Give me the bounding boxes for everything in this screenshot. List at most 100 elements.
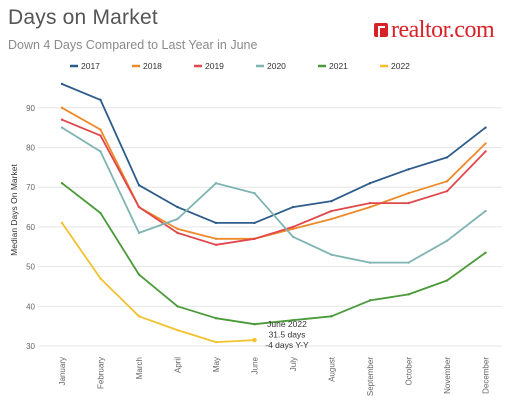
x-axis: January February March April May June July Augu… bbox=[58, 356, 491, 396]
data-point-2020 bbox=[253, 191, 256, 195]
data-point-2018 bbox=[445, 180, 449, 183]
series-line-2021 bbox=[61, 182, 487, 326]
data-point-2018 bbox=[176, 227, 179, 231]
data-point-2017 bbox=[214, 221, 218, 225]
series-line-2017 bbox=[61, 83, 487, 224]
house-icon bbox=[374, 23, 388, 37]
data-point-2022 bbox=[176, 328, 179, 332]
data-point-2020 bbox=[445, 239, 449, 243]
data-point-2022 bbox=[214, 340, 218, 344]
data-point-2019 bbox=[214, 243, 218, 246]
chart-subtitle: Down 4 Days Compared to Last Year in Jun… bbox=[8, 38, 258, 52]
data-point-2017 bbox=[445, 156, 449, 159]
annotation-marker bbox=[252, 337, 257, 343]
x-tick-label: February bbox=[97, 357, 106, 389]
data-point-2019 bbox=[330, 209, 333, 213]
data-point-2018 bbox=[99, 128, 102, 131]
data-point-2020 bbox=[368, 261, 372, 264]
y-tick-label: 30 bbox=[26, 342, 35, 351]
data-point-2021 bbox=[330, 315, 333, 318]
legend-label-2019: 2019 bbox=[205, 61, 224, 71]
data-point-2022 bbox=[99, 277, 102, 280]
realtor-logo: realtor.com bbox=[374, 18, 495, 42]
x-tick-label: July bbox=[289, 357, 298, 371]
data-point-2022 bbox=[60, 221, 64, 225]
data-point-2019 bbox=[253, 237, 256, 241]
legend-label-2017: 2017 bbox=[81, 61, 100, 71]
legend: 2017 2018 2019 2020 2021 2022 bbox=[70, 61, 410, 71]
data-point-2020 bbox=[484, 209, 487, 213]
y-tick-label: 70 bbox=[26, 183, 35, 192]
series-lines bbox=[60, 82, 487, 344]
y-tick-label: 80 bbox=[26, 144, 35, 153]
gridlines bbox=[38, 107, 502, 347]
y-tick-label: 50 bbox=[26, 263, 35, 272]
x-tick-label: December bbox=[482, 357, 491, 394]
data-point-2017 bbox=[407, 168, 410, 171]
data-point-2019 bbox=[445, 189, 449, 193]
data-point-2022 bbox=[137, 315, 141, 318]
y-tick-label: 90 bbox=[26, 104, 35, 113]
data-point-2018 bbox=[484, 142, 487, 145]
data-point-2018 bbox=[291, 227, 295, 231]
data-point-2021 bbox=[445, 279, 449, 282]
data-point-2019 bbox=[291, 225, 295, 229]
y-tick-label: 60 bbox=[26, 223, 35, 232]
data-point-2017 bbox=[253, 221, 256, 225]
data-point-2021 bbox=[291, 319, 295, 322]
data-point-2020 bbox=[407, 261, 410, 264]
data-point-2020 bbox=[99, 150, 102, 153]
data-point-2019 bbox=[407, 201, 410, 205]
data-point-2021 bbox=[484, 251, 487, 254]
y-axis-label: Median Days On Market bbox=[9, 164, 19, 256]
data-point-2017 bbox=[99, 98, 102, 102]
legend-label-2018: 2018 bbox=[143, 61, 162, 71]
data-point-2017 bbox=[137, 184, 141, 187]
annotation-text: -4 days Y-Y bbox=[265, 340, 309, 350]
data-point-2017 bbox=[368, 182, 372, 185]
data-point-2019 bbox=[99, 134, 102, 137]
data-point-2017 bbox=[330, 199, 333, 203]
x-tick-label: October bbox=[405, 357, 414, 386]
series-line-2019 bbox=[61, 118, 487, 246]
data-point-2021 bbox=[137, 273, 141, 276]
data-point-2018 bbox=[330, 217, 333, 221]
data-point-2019 bbox=[368, 201, 372, 205]
x-tick-label: November bbox=[443, 357, 452, 394]
data-point-2018 bbox=[60, 106, 64, 109]
data-point-2021 bbox=[214, 317, 218, 320]
x-tick-label: June bbox=[251, 356, 260, 374]
data-point-2019 bbox=[484, 150, 487, 153]
data-point-2017 bbox=[60, 82, 64, 86]
data-point-2017 bbox=[291, 205, 295, 209]
data-point-2021 bbox=[407, 293, 410, 296]
data-point-2021 bbox=[99, 211, 102, 215]
legend-label-2020: 2020 bbox=[267, 61, 286, 71]
data-point-2019 bbox=[137, 205, 141, 209]
data-point-2020 bbox=[291, 235, 295, 239]
legend-label-2021: 2021 bbox=[329, 61, 348, 71]
data-point-2021 bbox=[368, 299, 372, 302]
data-point-2020 bbox=[137, 231, 141, 235]
data-point-2020 bbox=[214, 182, 218, 185]
annotation-text: June 2022 bbox=[267, 319, 307, 329]
data-point-2018 bbox=[407, 191, 410, 195]
x-tick-label: August bbox=[328, 356, 337, 382]
x-tick-label: April bbox=[174, 357, 183, 373]
series-line-2018 bbox=[61, 106, 487, 240]
data-point-2020 bbox=[60, 126, 64, 129]
data-point-2021 bbox=[253, 322, 256, 326]
series-line-2022 bbox=[61, 221, 256, 344]
x-tick-label: September bbox=[366, 357, 375, 396]
data-point-2018 bbox=[214, 237, 218, 241]
data-point-2021 bbox=[60, 182, 64, 185]
x-tick-label: May bbox=[212, 357, 221, 372]
chart-title: Days on Market bbox=[8, 6, 158, 29]
data-point-2020 bbox=[176, 217, 179, 221]
y-tick-label: 40 bbox=[26, 302, 35, 311]
data-point-2018 bbox=[368, 205, 372, 209]
data-point-2017 bbox=[176, 205, 179, 209]
series-line-2020 bbox=[61, 126, 487, 264]
